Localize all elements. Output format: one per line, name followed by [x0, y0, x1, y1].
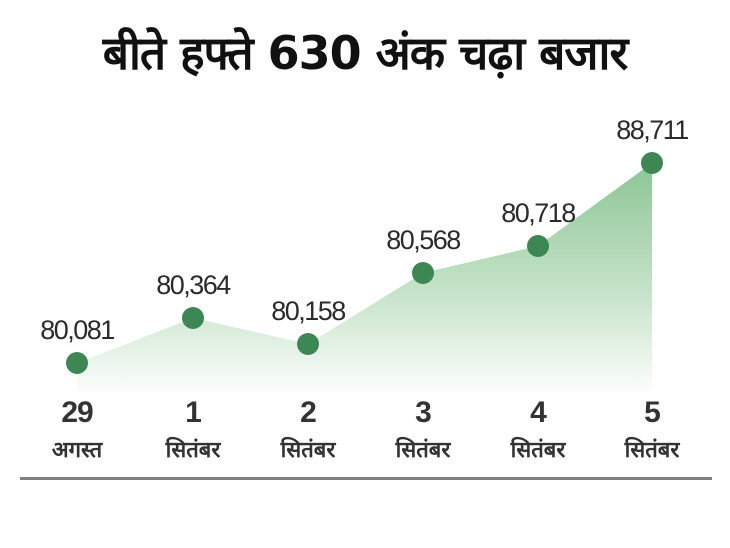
data-point-marker — [641, 152, 663, 174]
x-axis-day-label: 5 — [644, 396, 660, 429]
value-label: 80,081 — [40, 315, 114, 345]
area-fill — [77, 163, 652, 398]
x-axis-month-label: सितंबर — [624, 436, 681, 463]
data-point-marker — [527, 235, 549, 257]
x-axis-month-label: सितंबर — [395, 436, 452, 463]
x-axis-day-label: 3 — [415, 396, 431, 429]
x-axis-day-label: 2 — [300, 396, 316, 429]
value-label: 80,568 — [386, 225, 460, 255]
x-axis-month-label: सितंबर — [280, 436, 337, 463]
x-axis-day-label: 1 — [185, 396, 201, 429]
chart-title: बीते हफ्ते 630 अंक चढ़ा बजार — [102, 26, 629, 80]
x-axis-day-label: 4 — [530, 396, 547, 429]
data-point-marker — [66, 352, 88, 374]
x-axis-month-label: अगस्त — [52, 438, 104, 463]
x-axis-labels: 29 अगस्त 1 सितंबर 2 सितंबर 3 सितंबर 4 सितंबर 5 सितं… — [52, 396, 680, 463]
x-axis-month-label: सितंबर — [165, 436, 222, 463]
data-point-marker — [297, 333, 319, 355]
value-labels: 80,081 80,364 80,158 80,568 80,718 88,711 — [40, 115, 690, 345]
x-axis-day-label: 29 — [61, 396, 93, 429]
value-label: 88,711 — [616, 115, 688, 145]
value-label: 80,158 — [271, 296, 345, 326]
value-label: 80,718 — [501, 198, 575, 228]
data-point-marker — [412, 262, 434, 284]
bottom-rule — [20, 477, 712, 480]
data-point-marker — [182, 307, 204, 329]
value-label: 80,364 — [156, 270, 231, 300]
x-axis-month-label: सितंबर — [510, 436, 567, 463]
data-markers — [66, 152, 663, 374]
